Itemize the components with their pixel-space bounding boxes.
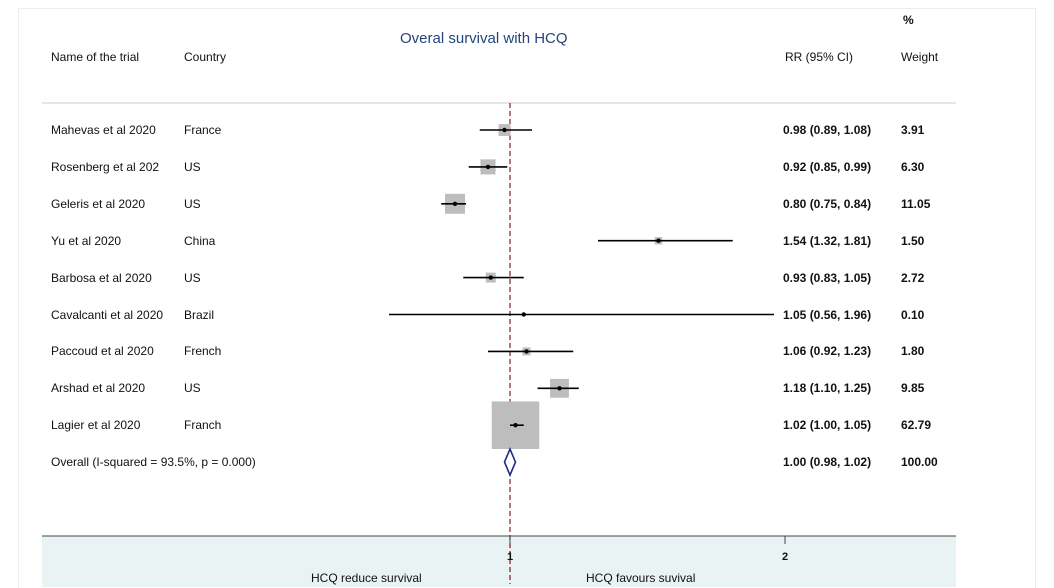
study-name: Paccoud et al 2020 [51,344,154,359]
study-name: Cavalcanti et al 2020 [51,307,164,322]
study-weight-label: 0.10 [901,307,925,322]
column-header-effect: RR (95% CI) [785,50,854,64]
study-name: Arshad et al 2020 [51,381,146,396]
study-rr-label: 0.80 (0.75, 0.84) [783,196,872,211]
point-estimate [521,312,526,317]
study-country: France [184,123,222,137]
study-name: Barbosa et al 2020 [51,270,152,285]
study-country: US [184,270,201,285]
study-name: Rosenberg et al 202 [51,159,160,174]
column-header-weight: Weight [901,50,939,64]
point-estimate [485,164,491,170]
study-weight-label: 1.50 [901,233,925,248]
study-weight-label: 1.80 [901,344,925,359]
chart-title: Overal survival with HCQ [400,30,568,47]
study-country: China [184,233,216,248]
study-rr-label: 0.92 (0.85, 0.99) [783,159,872,174]
study-name: Yu et al 2020 [51,233,122,248]
study-rr-label: 1.05 (0.56, 1.96) [783,307,872,322]
column-header-study: Name of the trial [51,50,140,64]
column-header-weight-percent: % [903,13,914,27]
study-rr-label: 1.02 (1.00, 1.05) [783,418,872,433]
study-country: Brazil [184,307,215,322]
overall-diamond [503,447,517,478]
favours-right-label: HCQ favours suvival [586,571,696,585]
study-country: French [184,344,222,359]
study-weight-label: 2.72 [901,270,925,285]
x-tick-label: 2 [782,551,789,563]
overall-label: Overall (I-squared = 93.5%, p = 0.000) [51,455,256,470]
study-country: US [184,381,201,396]
point-estimate [488,275,493,280]
study-rr-label: 0.98 (0.89, 1.08) [783,123,872,137]
study-country: Franch [184,418,222,433]
point-estimate [557,386,562,391]
study-rr-label: 1.54 (1.32, 1.81) [783,233,872,248]
study-country: US [184,196,201,211]
point-estimate [452,201,458,206]
x-axis-band [42,536,956,587]
study-weight-label: 3.91 [901,123,925,137]
study-rr-label: 1.18 (1.10, 1.25) [783,381,872,396]
study-name: Geleris et al 2020 [51,196,146,211]
point-estimate [656,238,661,243]
study-name: Lagier et al 2020 [51,418,141,433]
point-estimate [524,349,529,354]
chart-frame [18,8,1036,588]
study-weight-label: 6.30 [901,159,925,174]
study-weight-label: 9.85 [901,381,925,396]
overall-rr-label: 1.00 (0.98, 1.02) [783,455,872,470]
x-tick-label: 1 [507,551,514,563]
study-rr-label: 1.06 (0.92, 1.23) [783,344,872,359]
overall-weight-label: 100.00 [901,455,938,470]
study-weight-label: 62.79 [901,418,932,433]
study-name: Mahevas et al 2020 [51,123,156,137]
favours-left-label: HCQ reduce survival [311,571,422,585]
study-weight-label: 11.05 [901,196,931,211]
column-header-country: Country [184,50,227,64]
study-rr-label: 0.93 (0.83, 1.05) [783,270,872,285]
study-country: US [184,159,201,174]
point-estimate [502,127,507,133]
point-estimate [513,423,518,428]
